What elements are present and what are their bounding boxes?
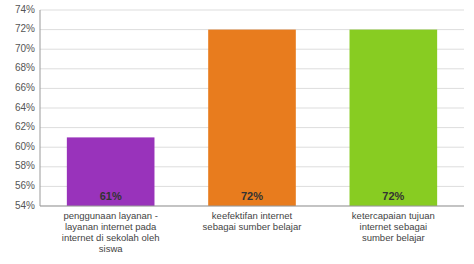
y-tick-label: 74% <box>15 4 35 15</box>
y-tick-label: 58% <box>15 160 35 171</box>
x-axis: penggunaan layanan -layanan internet pad… <box>62 210 435 254</box>
x-tick-label: ketercapaian tujuaninternet sebagaisumbe… <box>352 210 435 243</box>
chart: 54% 56% 58% 60% 62% 64% 66% 68% 70% 72% 74% 61% 72% 7… <box>0 0 474 264</box>
y-axis-line <box>40 10 41 206</box>
y-tick-label: 68% <box>15 62 35 73</box>
data-label: 61% <box>100 190 122 202</box>
y-tick-label: 70% <box>15 43 35 54</box>
y-tick-label: 60% <box>15 141 35 152</box>
bar <box>208 30 296 206</box>
grid-line <box>40 206 464 207</box>
y-tick-label: 66% <box>15 82 35 93</box>
x-axis-line <box>40 206 464 207</box>
x-tick-label: keefektifan internetsebagai sumber belaj… <box>203 210 302 232</box>
data-label: 72% <box>241 190 263 202</box>
y-tick-label: 56% <box>15 180 35 191</box>
data-label: 72% <box>382 190 404 202</box>
bar <box>67 137 155 206</box>
y-axis: 54% 56% 58% 60% 62% 64% 66% 68% 70% 72% 74% <box>15 4 464 211</box>
y-tick-label: 64% <box>15 102 35 113</box>
bar <box>350 30 438 206</box>
data-labels: 61% 72% 72% <box>100 190 405 202</box>
grid-line <box>40 10 464 11</box>
y-tick-label: 72% <box>15 23 35 34</box>
y-tick-label: 62% <box>15 121 35 132</box>
bars <box>67 30 437 206</box>
y-tick-label: 54% <box>15 200 35 211</box>
x-tick-label: penggunaan layanan -layanan internet pad… <box>62 210 160 254</box>
